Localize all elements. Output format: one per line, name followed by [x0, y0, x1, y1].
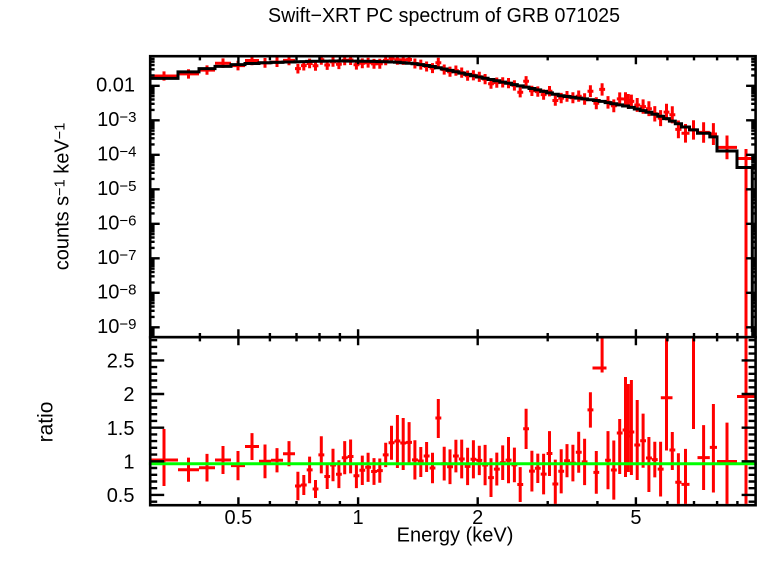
- svg-text:0.5: 0.5: [224, 507, 252, 529]
- svg-text:10−6: 10−6: [97, 213, 136, 235]
- svg-text:10−4: 10−4: [97, 144, 136, 166]
- svg-text:Swift−XRT PC spectrum of GRB 0: Swift−XRT PC spectrum of GRB 071025: [268, 5, 620, 27]
- svg-text:0.01: 0.01: [96, 75, 135, 97]
- svg-text:1.5: 1.5: [107, 418, 135, 440]
- svg-text:5: 5: [630, 507, 641, 529]
- svg-text:2.5: 2.5: [107, 351, 135, 373]
- svg-text:Energy (keV): Energy (keV): [397, 525, 514, 547]
- svg-text:0.5: 0.5: [107, 485, 135, 507]
- svg-text:1: 1: [353, 507, 364, 529]
- svg-text:2: 2: [123, 384, 134, 406]
- svg-text:counts s−1 keV−1: counts s−1 keV−1: [52, 123, 74, 271]
- svg-text:10−3: 10−3: [97, 109, 136, 131]
- svg-text:10−8: 10−8: [97, 282, 136, 304]
- svg-text:1: 1: [123, 452, 134, 474]
- svg-text:2: 2: [472, 507, 483, 529]
- svg-text:ratio: ratio: [35, 402, 58, 443]
- svg-text:10−5: 10−5: [97, 178, 136, 200]
- svg-text:10−9: 10−9: [97, 316, 136, 338]
- svg-text:10−7: 10−7: [97, 247, 136, 269]
